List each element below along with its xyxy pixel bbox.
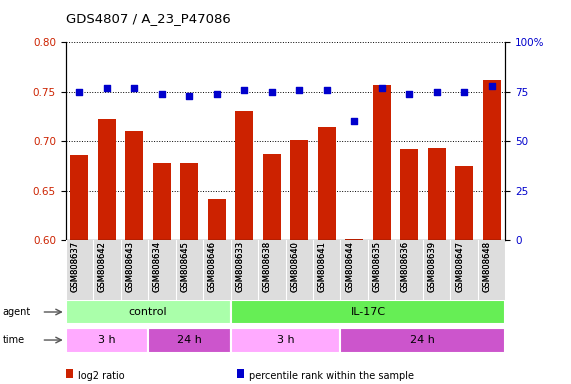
Text: GSM808636: GSM808636 — [400, 241, 409, 292]
Point — [75, 89, 84, 95]
Bar — [153, 163, 171, 384]
Bar — [231, 300, 505, 324]
Text: GSM808646: GSM808646 — [208, 241, 217, 292]
Text: GSM808648: GSM808648 — [482, 241, 492, 292]
Point — [130, 84, 139, 91]
Bar — [66, 300, 231, 324]
Point — [322, 87, 331, 93]
Bar — [208, 199, 226, 384]
Text: GSM808637: GSM808637 — [70, 241, 79, 292]
Text: GSM808643: GSM808643 — [126, 241, 134, 292]
Text: 24 h: 24 h — [411, 335, 435, 345]
Bar — [231, 328, 340, 353]
Text: GSM808646: GSM808646 — [208, 241, 217, 292]
Text: GSM808640: GSM808640 — [290, 241, 299, 292]
Point — [212, 91, 222, 97]
Text: GSM808645: GSM808645 — [180, 241, 190, 292]
Text: GSM808637: GSM808637 — [70, 241, 79, 292]
Bar — [428, 148, 445, 384]
Text: GSM808641: GSM808641 — [317, 241, 327, 292]
Text: log2 ratio: log2 ratio — [78, 371, 124, 381]
Text: GSM808642: GSM808642 — [98, 241, 107, 292]
Bar — [290, 140, 308, 384]
Bar — [400, 149, 418, 384]
Text: GSM808644: GSM808644 — [345, 241, 354, 292]
Bar — [263, 154, 281, 384]
Text: GSM808639: GSM808639 — [428, 241, 437, 292]
Text: GSM808647: GSM808647 — [455, 241, 464, 292]
Text: GSM808645: GSM808645 — [180, 241, 190, 292]
Bar — [98, 119, 116, 384]
Text: GSM808636: GSM808636 — [400, 241, 409, 292]
Text: GSM808642: GSM808642 — [98, 241, 107, 292]
Bar — [345, 239, 363, 384]
Text: agent: agent — [3, 307, 31, 317]
Point — [240, 87, 249, 93]
Text: GSM808644: GSM808644 — [345, 241, 354, 292]
Text: GSM808641: GSM808641 — [317, 241, 327, 292]
Text: GSM808638: GSM808638 — [263, 241, 272, 292]
Bar — [70, 155, 89, 384]
Point — [377, 84, 386, 91]
Point — [267, 89, 276, 95]
Text: GSM808639: GSM808639 — [428, 241, 437, 292]
Text: GSM808635: GSM808635 — [373, 241, 381, 292]
Text: GSM808633: GSM808633 — [235, 241, 244, 292]
Text: GSM808635: GSM808635 — [373, 241, 381, 292]
Bar — [235, 111, 253, 384]
Text: 3 h: 3 h — [277, 335, 294, 345]
Point — [295, 87, 304, 93]
Bar — [482, 80, 501, 384]
Text: percentile rank within the sample: percentile rank within the sample — [249, 371, 414, 381]
Point — [185, 93, 194, 99]
Text: GSM808640: GSM808640 — [290, 241, 299, 292]
Bar — [373, 85, 391, 384]
Point — [157, 91, 166, 97]
Text: GSM808638: GSM808638 — [263, 241, 272, 292]
Text: IL-17C: IL-17C — [351, 307, 385, 317]
Point — [487, 83, 496, 89]
Text: GSM808647: GSM808647 — [455, 241, 464, 292]
Bar — [66, 240, 505, 300]
Point — [349, 118, 359, 124]
Text: time: time — [3, 335, 25, 345]
Text: GSM808648: GSM808648 — [482, 241, 492, 292]
Point — [432, 89, 441, 95]
Text: GSM808633: GSM808633 — [235, 241, 244, 292]
Bar — [126, 131, 143, 384]
Point — [102, 84, 111, 91]
Bar — [180, 163, 198, 384]
Text: 24 h: 24 h — [177, 335, 202, 345]
Text: 3 h: 3 h — [98, 335, 116, 345]
Point — [405, 91, 414, 97]
Text: GDS4807 / A_23_P47086: GDS4807 / A_23_P47086 — [66, 12, 231, 25]
Text: GSM808643: GSM808643 — [126, 241, 134, 292]
Bar — [66, 328, 148, 353]
Bar — [455, 166, 473, 384]
Text: GSM808634: GSM808634 — [153, 241, 162, 292]
Bar — [148, 328, 231, 353]
Text: control: control — [129, 307, 167, 317]
Point — [460, 89, 469, 95]
Text: GSM808634: GSM808634 — [153, 241, 162, 292]
Bar — [340, 328, 505, 353]
Bar — [318, 127, 336, 384]
